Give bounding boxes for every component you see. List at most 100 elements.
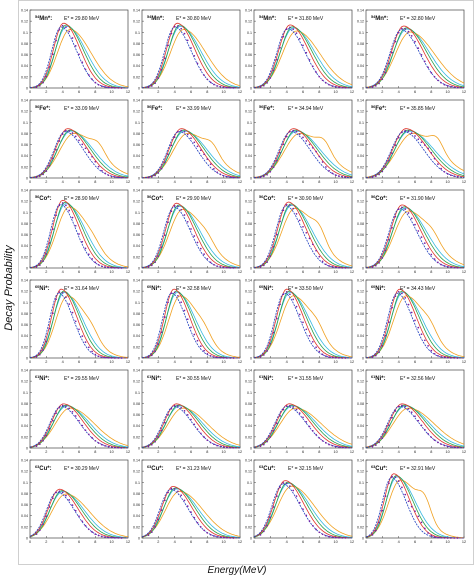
experiment-point [35, 266, 38, 268]
experiment-point [117, 537, 120, 539]
x-tick-label: 6 [302, 180, 304, 184]
y-tick-label: 0 [26, 267, 28, 271]
series-model-2 [141, 128, 241, 179]
y-tick-label: 0.12 [21, 110, 28, 114]
experiment-point [110, 357, 113, 359]
x-tick-label: 2 [45, 450, 47, 454]
subplot-14: 00.020.040.060.080.10.120.140 2 4 6 8 10 1260N… [133, 279, 242, 365]
experiment-point [407, 407, 410, 410]
x-tick-label: 6 [78, 90, 80, 94]
experiment-point [203, 74, 205, 77]
y-tick-label: 0.02 [21, 75, 28, 79]
experiment-point [45, 75, 48, 78]
excitation-energy-label: E* = 34.43 MeV [400, 286, 436, 292]
experiment-point [414, 415, 416, 418]
x-tick-label: 12 [238, 180, 242, 184]
y-tick-label: 0.06 [245, 233, 252, 237]
x-tick-label: 4 [286, 90, 288, 94]
experiment-point [292, 489, 295, 492]
experiment-point [48, 506, 51, 508]
experiment-point [84, 341, 87, 343]
experiment-point [68, 407, 71, 410]
nucleus-element: Fe*: [375, 106, 386, 112]
experiment-point [272, 506, 275, 508]
experiment-point [334, 536, 337, 539]
nucleus-mass: 60 [35, 285, 39, 289]
experiment-point [84, 524, 87, 527]
y-tick-label: 0.06 [133, 143, 140, 147]
experiment-point [190, 418, 192, 421]
y-tick-label: 0.12 [133, 110, 140, 114]
experiment-point [433, 157, 436, 160]
y-tick-label: 0.1 [359, 121, 364, 125]
experiment-point [87, 433, 90, 436]
experiment-point [110, 266, 113, 269]
x-tick-label: 4 [398, 270, 400, 274]
x-tick-label: 2 [157, 540, 159, 544]
experiment-point [292, 28, 295, 31]
experiment-point [318, 155, 321, 158]
y-tick-label: 0.04 [357, 154, 364, 158]
subplot-frame [253, 99, 353, 179]
experiment-point [199, 432, 202, 435]
x-tick-label: 10 [110, 270, 114, 274]
experiment-point [209, 163, 212, 166]
experiment-point [213, 443, 215, 446]
experiment-point [407, 130, 410, 133]
y-tick-label: 0.02 [133, 345, 140, 349]
x-tick-label: 2 [45, 270, 47, 274]
experiment-point [180, 27, 183, 30]
experiment-point [417, 47, 420, 49]
nucleus-element: Ni*: [375, 376, 385, 382]
experiment-point [173, 25, 176, 28]
experiment-point [450, 537, 452, 539]
experiment-point [311, 524, 314, 527]
experiment-point [203, 153, 205, 156]
experiment-point [190, 511, 192, 513]
experiment-point [453, 357, 456, 359]
x-tick-label: 4 [398, 450, 400, 454]
experiment-point [84, 429, 87, 432]
series-experiment [371, 404, 459, 449]
experiment-point [150, 531, 153, 533]
series-experiment [259, 291, 347, 359]
experiment-point [378, 441, 380, 444]
x-tick-label: 6 [190, 270, 192, 274]
x-tick-label: 2 [269, 180, 271, 184]
series-experiment [35, 404, 123, 449]
experiment-point [404, 493, 407, 496]
experiment-point [394, 476, 397, 479]
experiment-point [414, 319, 416, 322]
y-tick-label: 0 [138, 177, 140, 181]
experiment-point [219, 85, 222, 88]
nucleus-element: Fe*: [263, 106, 274, 112]
nucleus-element: Co*: [39, 196, 51, 202]
experiment-point [391, 306, 393, 309]
y-tick-label: 0.06 [21, 233, 28, 237]
experiment-point [94, 81, 97, 84]
experiment-point [420, 521, 423, 524]
experiment-point [199, 68, 202, 71]
nucleus-label: 60Ni*: [147, 285, 162, 292]
x-tick-label: 0 [141, 270, 143, 274]
experiment-point [199, 526, 202, 528]
x-tick-label: 8 [430, 360, 432, 364]
experiment-point [147, 176, 150, 179]
experiment-point [177, 405, 179, 407]
series-model-3 [29, 201, 128, 269]
nucleus-element: Ni*: [39, 286, 49, 292]
experiment-point [167, 301, 169, 304]
experiment-point [407, 303, 410, 306]
experiment-point [272, 245, 275, 248]
y-tick-label: 0.08 [133, 492, 140, 496]
y-tick-label: 0.04 [245, 64, 252, 68]
experiment-point [222, 536, 225, 539]
x-tick-label: 2 [45, 360, 47, 364]
y-tick-label: 0.14 [133, 279, 140, 283]
nucleus-mass: 54 [371, 15, 376, 19]
nucleus-label: 60Ni*: [35, 285, 50, 292]
x-tick-label: 12 [350, 360, 354, 364]
experiment-point [87, 346, 90, 349]
y-tick-label: 0.12 [245, 200, 252, 204]
nucleus-mass: 60 [371, 285, 375, 289]
